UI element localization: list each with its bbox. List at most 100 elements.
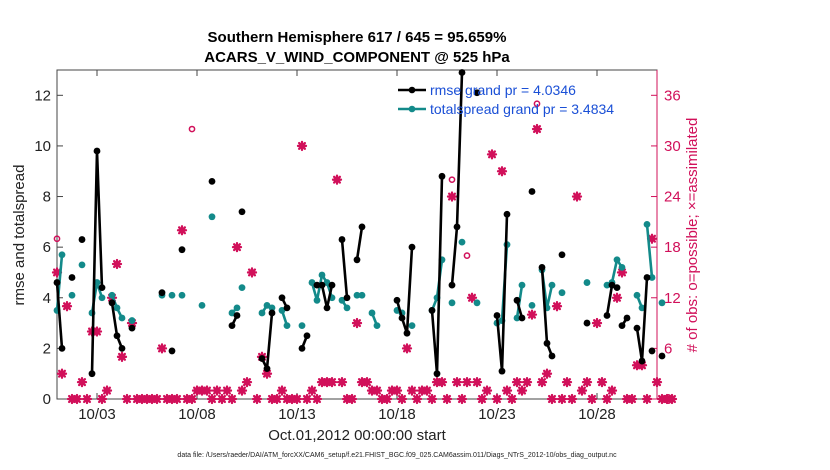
totalspread-point <box>613 256 621 264</box>
obs-assimilated-marker <box>211 385 223 396</box>
obs-assimilated-marker <box>506 393 518 405</box>
rmse-point <box>543 339 551 347</box>
totalspread-point <box>648 274 656 281</box>
obs-assimilated-marker <box>401 343 413 354</box>
totalspread-point <box>458 238 466 246</box>
rmse-point <box>603 312 611 319</box>
legend-rmse-marker <box>408 86 416 94</box>
rmse-point <box>68 274 76 281</box>
x-tick-label: 10/28 <box>578 406 616 423</box>
totalspread-point <box>558 289 566 297</box>
y-axis-left: 0 2 4 6 8 10 12 <box>34 87 63 408</box>
obs-assimilated-marker <box>411 393 423 405</box>
obs-assimilated-marker <box>651 376 663 388</box>
y-tick-label: 0 <box>43 391 51 408</box>
rmse-point <box>613 284 621 292</box>
obs-assimilated-marker <box>511 376 523 388</box>
y-tick-label: 8 <box>43 189 51 206</box>
x-tick-label: 10/18 <box>378 406 416 423</box>
totalspread-point <box>448 299 456 307</box>
totalspread-point <box>408 322 416 330</box>
totalspread-point <box>278 307 286 314</box>
obs-assimilated-marker <box>581 376 593 388</box>
obs-assimilated-marker <box>561 376 573 388</box>
obs-assimilated-marker <box>526 309 538 320</box>
rmse-point <box>53 279 61 286</box>
rmse-point <box>208 177 216 185</box>
totalspread-point <box>618 264 626 271</box>
rmse-line-segment <box>340 239 349 298</box>
obs-assimilated-marker <box>336 376 348 388</box>
obs-assimilated-marker <box>611 292 623 303</box>
obs-assimilated-marker <box>346 393 358 405</box>
rmse-point <box>228 322 236 330</box>
obs-assimilated-marker <box>71 393 83 405</box>
obs-assimilated-marker <box>536 376 548 388</box>
obs-assimilated-marker <box>446 191 458 202</box>
y-tick-label: 12 <box>34 87 51 104</box>
rmse-point <box>618 322 626 330</box>
x-axis: 10/03 10/08 10/13 10/18 10/23 10/28 <box>78 70 616 423</box>
rmse-point <box>638 357 646 365</box>
rmse-point <box>623 314 631 322</box>
totalspread-point <box>283 322 291 330</box>
totalspread-point <box>313 296 321 304</box>
obs-assimilated-marker <box>441 393 453 405</box>
legend-spread-text: totalspread grand pr = 3.4834 <box>430 101 614 117</box>
obs-possible-marker <box>188 125 196 133</box>
rmse-point <box>318 281 326 289</box>
obs-assimilated-marker <box>81 393 93 405</box>
obs-assimilated-marker <box>576 385 588 396</box>
totalspread-point <box>528 301 536 309</box>
y-tick-label: 10 <box>34 138 51 155</box>
rmse-point <box>263 365 271 373</box>
obs-count-layer <box>51 100 678 405</box>
obs-assimilated-marker <box>276 385 288 396</box>
obs-assimilated-marker <box>251 393 263 405</box>
y-axis-label: rmse and totalspread <box>11 165 28 306</box>
totalspread-line-segment <box>645 224 654 278</box>
obs-assimilated-marker <box>151 393 163 405</box>
legend-rmse-text: rmse grand pr = 4.0346 <box>430 82 576 98</box>
obs-assimilated-marker <box>156 343 168 354</box>
obs-assimilated-marker <box>91 326 103 337</box>
rmse-point <box>258 355 266 362</box>
obs-assimilated-marker <box>291 393 303 405</box>
x-tick-label: 10/08 <box>178 406 216 423</box>
obs-assimilated-marker <box>306 385 318 396</box>
y2-axis-label: # of obs: o=possible; ×=assimilated <box>684 118 701 353</box>
rmse-point <box>303 332 311 340</box>
obs-assimilated-marker <box>116 351 128 362</box>
series-layer <box>53 69 666 378</box>
obs-assimilated-marker <box>226 393 238 405</box>
totalspread-point <box>343 304 351 312</box>
rmse-point <box>648 347 656 355</box>
obs-assimilated-marker <box>496 166 508 177</box>
obs-assimilated-marker <box>601 393 613 405</box>
totalspread-point <box>633 291 641 299</box>
rmse-point <box>233 312 241 319</box>
obs-assimilated-marker <box>521 376 533 388</box>
rmse-point <box>428 307 436 314</box>
obs-assimilated-marker <box>591 317 603 329</box>
obs-assimilated-marker <box>186 393 198 405</box>
totalspread-point <box>318 271 326 279</box>
obs-assimilated-marker <box>76 376 88 388</box>
rmse-point <box>518 314 526 322</box>
obs-possible-marker <box>448 176 456 184</box>
y2-tick-label: 36 <box>664 87 681 104</box>
chart-subtitle: ACARS_V_WIND_COMPONENT @ 525 hPa <box>204 49 510 66</box>
totalspread-point <box>238 284 246 292</box>
totalspread-point <box>548 281 556 289</box>
obs-assimilated-marker <box>426 393 438 405</box>
obs-assimilated-marker <box>436 376 448 388</box>
plot-area <box>56 69 658 400</box>
rmse-point <box>298 344 306 352</box>
rmse-point <box>498 367 506 375</box>
rmse-point <box>538 264 546 271</box>
obs-assimilated-marker <box>176 225 188 236</box>
totalspread-point <box>98 294 106 302</box>
rmse-point <box>458 69 466 76</box>
obs-assimilated-marker <box>201 385 213 396</box>
obs-assimilated-marker <box>636 360 648 371</box>
